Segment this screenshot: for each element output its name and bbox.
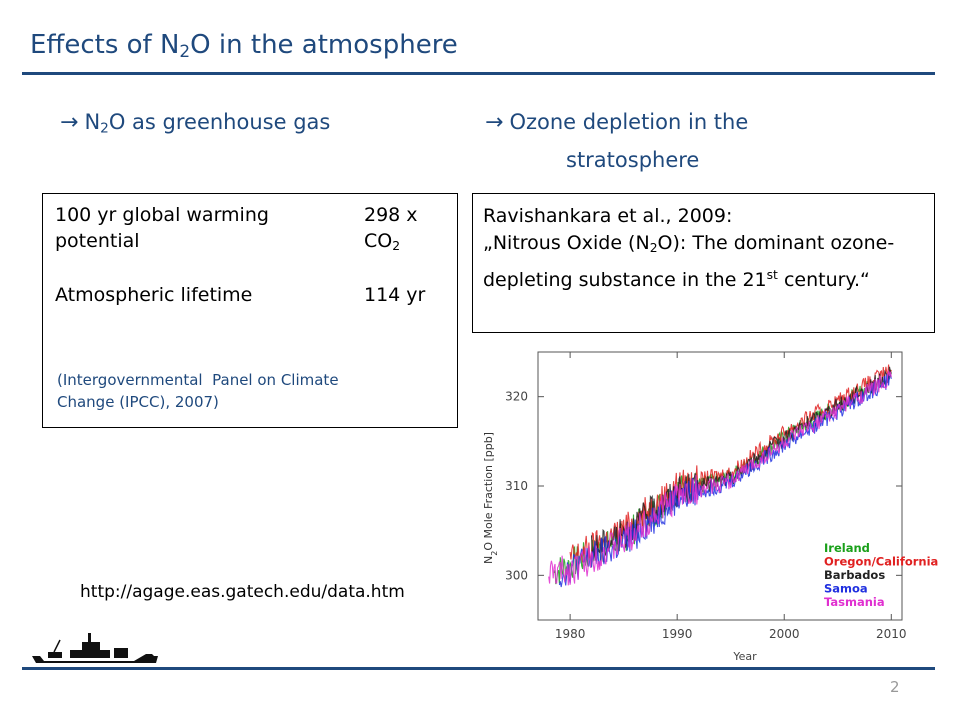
ozone-quote: Ravishankara et al., 2009: „Nitrous Oxid…	[483, 203, 923, 294]
quote-mid: O): The dominant ozone-depleting substan…	[483, 232, 895, 291]
quote-superscript: st	[766, 268, 778, 283]
x-tick-label: 2010	[876, 627, 907, 641]
gwp-label: 100 yr global warming potential	[55, 202, 269, 254]
x-axis-label: Year	[732, 650, 757, 663]
quote-post: century.“	[777, 268, 870, 291]
quote-pre: „Nitrous Oxide (N	[483, 232, 650, 254]
x-tick-label: 2000	[769, 627, 800, 641]
arrow-right-icon: →	[60, 110, 79, 135]
slide-title: Effects of N2O in the atmosphere	[30, 30, 458, 61]
chart-ticks: 1980 1990 2000 2010 300 310 320	[505, 352, 907, 641]
legend-entry: Samoa	[824, 582, 868, 596]
y-tick-label: 320	[505, 390, 528, 404]
ipcc-citation: (Intergovernmental Panel on Climate Chan…	[57, 369, 339, 413]
series-line-tasmania	[548, 369, 892, 586]
footer-divider	[22, 667, 935, 670]
greenhouse-heading-post: O as greenhouse gas	[108, 110, 331, 134]
greenhouse-heading-pre: N	[84, 110, 101, 134]
title-text-post: O in the atmosphere	[190, 30, 458, 60]
ozone-quote-box: Ravishankara et al., 2009: „Nitrous Oxid…	[472, 193, 935, 333]
y-tick-label: 310	[505, 479, 528, 493]
gwp-label-line2: potential	[55, 230, 140, 252]
gwp-value: 298 x CO2	[364, 202, 418, 259]
ozone-heading-line2: stratosphere	[566, 148, 700, 172]
y-axis-label-subscript: 2	[490, 551, 499, 556]
research-ship-logo	[32, 633, 158, 663]
title-subscript: 2	[179, 41, 191, 62]
greenhouse-facts-box: 100 yr global warming potential 298 x CO…	[42, 193, 458, 428]
lifetime-label: Atmospheric lifetime	[55, 284, 253, 306]
x-tick-label: 1990	[662, 627, 693, 641]
legend-entry: Ireland	[824, 541, 870, 555]
n2o-chart: 1980 1990 2000 2010 300 310 320 IrelandOregon/…	[482, 351, 938, 663]
title-divider	[22, 72, 935, 75]
y-axis-label-pre: N	[482, 556, 495, 564]
gwp-value-line1: 298 x	[364, 204, 418, 226]
ipcc-citation-line1: (Intergovernmental Panel on Climate	[57, 371, 339, 389]
title-text-pre: Effects of N	[30, 30, 180, 60]
legend-entry: Tasmania	[824, 595, 885, 609]
x-tick-label: 1980	[555, 627, 586, 641]
y-tick-label: 300	[505, 568, 528, 582]
y-axis-label: N2O Mole Fraction [ppb]	[482, 432, 499, 564]
quote-text: „Nitrous Oxide (N2O): The dominant ozone…	[483, 230, 923, 294]
lifetime-value: 114 yr	[364, 284, 426, 306]
page-number: 2	[890, 678, 900, 696]
greenhouse-heading: → N2O as greenhouse gas	[60, 110, 330, 136]
arrow-right-icon: →	[485, 110, 504, 135]
chart-legend: IrelandOregon/CaliforniaBarbadosSamoaTas…	[824, 541, 938, 609]
gwp-value-co: CO	[364, 230, 393, 252]
legend-entry: Oregon/California	[824, 555, 938, 569]
gwp-value-subscript: 2	[392, 239, 401, 254]
series-line-oregon-california	[569, 364, 892, 563]
ipcc-citation-line2: Change (IPCC), 2007)	[57, 393, 219, 411]
ozone-heading-line1: Ozone depletion in the	[509, 110, 749, 134]
legend-entry: Barbados	[824, 568, 885, 582]
citation-line: Ravishankara et al., 2009:	[483, 205, 733, 227]
gwp-label-line1: 100 yr global warming	[55, 204, 269, 226]
ozone-heading: → Ozone depletion in the	[485, 110, 748, 135]
gwp-value-line2: CO2	[364, 228, 418, 259]
greenhouse-heading-subscript: 2	[100, 120, 109, 137]
chart-series	[548, 364, 892, 588]
quote-subscript: 2	[649, 241, 658, 256]
y-axis-label-post: O Mole Fraction [ppb]	[482, 432, 495, 551]
source-link[interactable]: http://agage.eas.gatech.edu/data.htm	[80, 582, 405, 602]
